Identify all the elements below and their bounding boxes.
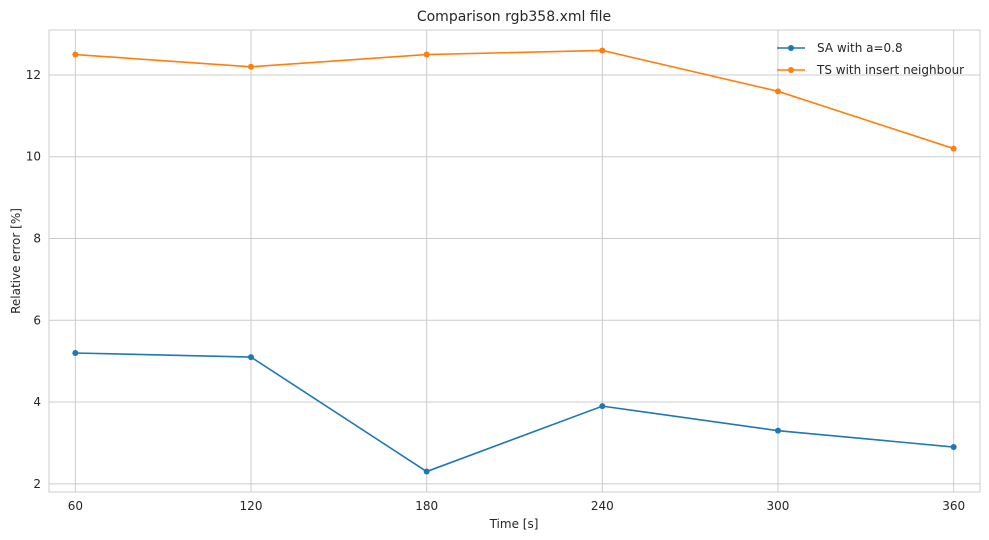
chart-title: Comparison rgb358.xml file xyxy=(417,9,611,25)
tick-labels: 60 120 180 240 300 360 2 4 6 8 10 12 xyxy=(26,68,965,513)
x-axis-label: Time [s] xyxy=(489,517,539,531)
data-point-0 xyxy=(72,349,79,356)
y-tick-label: 10 xyxy=(26,150,41,164)
grid-lines xyxy=(49,30,980,492)
series-line-0 xyxy=(75,352,954,473)
data-point-1 xyxy=(950,145,957,152)
data-point-1 xyxy=(72,51,79,58)
data-point-1 xyxy=(774,88,781,95)
data-point-1 xyxy=(423,51,430,58)
plot-frame xyxy=(48,29,981,493)
data-point-0 xyxy=(423,468,430,475)
x-tick-label: 240 xyxy=(591,499,614,513)
data-point-0 xyxy=(774,427,781,434)
y-tick-label: 6 xyxy=(33,313,41,327)
y-tick-label: 2 xyxy=(33,477,41,491)
data-point-0 xyxy=(599,403,606,410)
x-tick-label: 360 xyxy=(942,499,965,513)
data-point-1 xyxy=(248,63,255,70)
y-tick-label: 8 xyxy=(33,232,41,246)
legend-marker-ts xyxy=(788,67,794,73)
legend-marker-sa xyxy=(788,45,794,51)
x-tick-label: 120 xyxy=(240,499,263,513)
legend: SA with a=0.8 TS with insert neighbour xyxy=(777,41,964,77)
data-point-0 xyxy=(248,354,255,361)
data-point-0 xyxy=(950,444,957,451)
series-layer xyxy=(72,47,957,475)
series-line-1 xyxy=(75,49,954,150)
data-point-1 xyxy=(599,47,606,54)
y-axis-label: Relative error [%] xyxy=(9,208,23,314)
y-tick-label: 12 xyxy=(26,68,41,82)
legend-label-sa: SA with a=0.8 xyxy=(817,41,903,55)
x-tick-label: 180 xyxy=(415,499,438,513)
y-tick-label: 4 xyxy=(33,395,41,409)
legend-label-ts: TS with insert neighbour xyxy=(816,63,964,77)
x-tick-label: 60 xyxy=(68,499,83,513)
x-tick-label: 300 xyxy=(767,499,790,513)
